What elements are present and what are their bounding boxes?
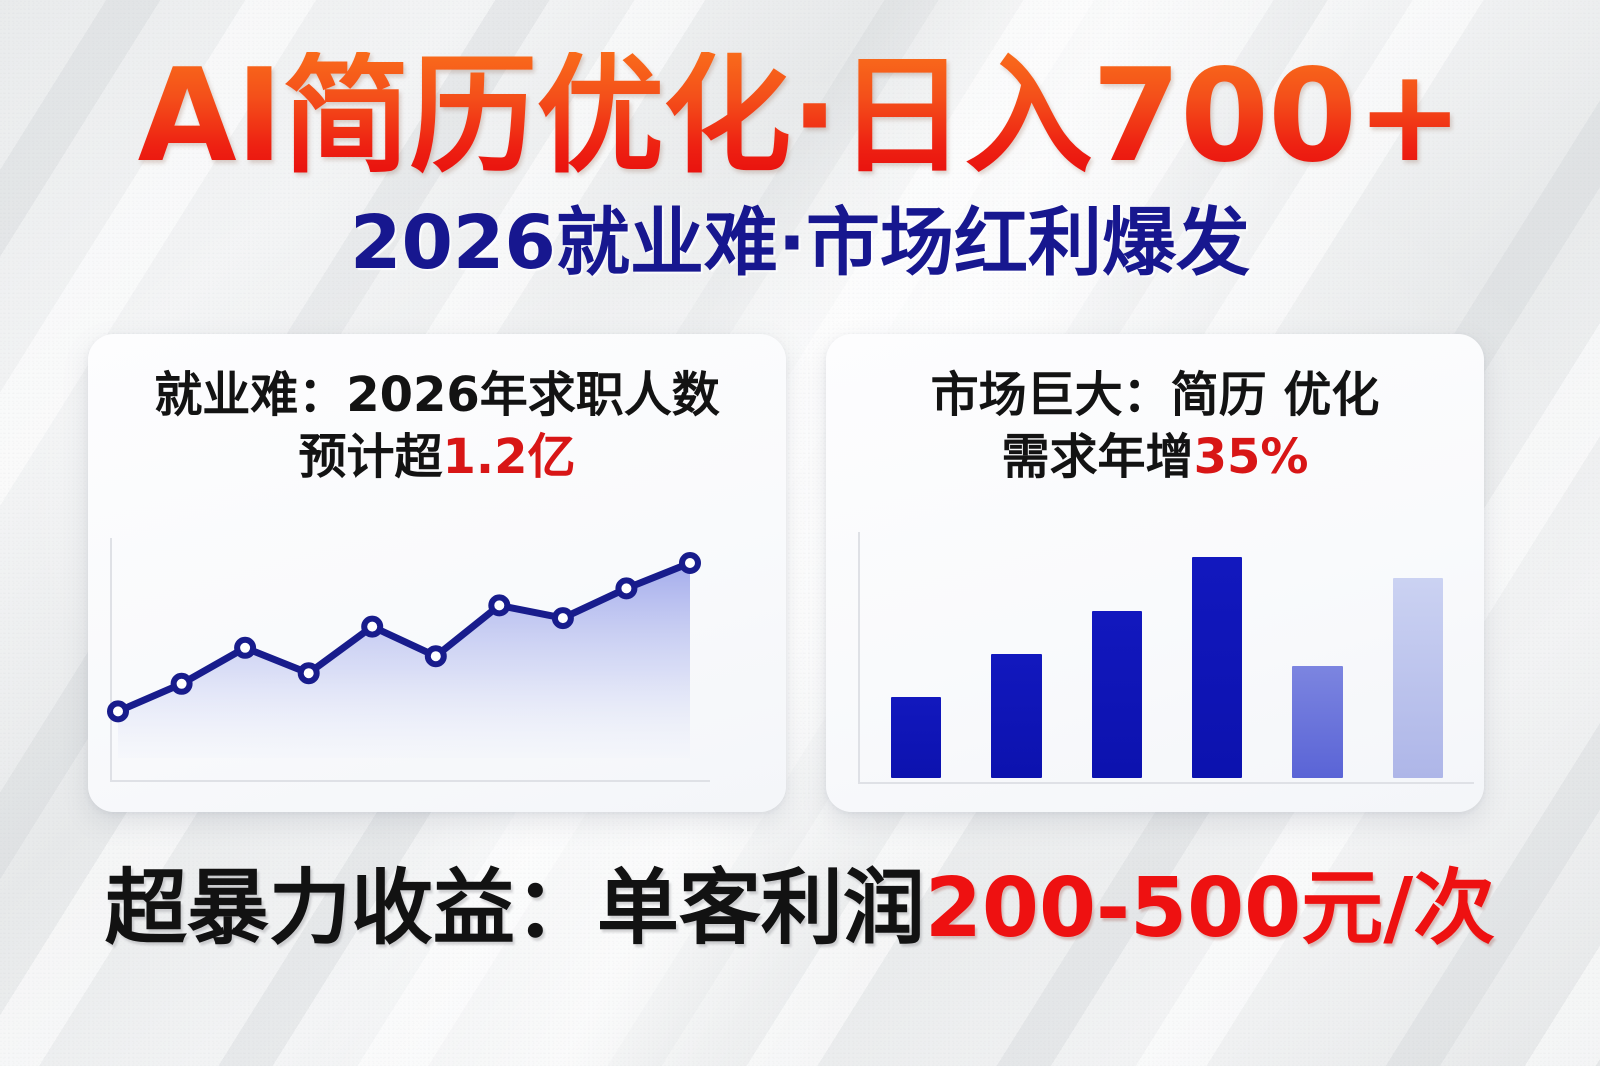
bar-chart-y-axis [858, 532, 860, 782]
line-chart [88, 530, 786, 792]
bar-chart [826, 530, 1484, 792]
bar-chart-bar [891, 697, 942, 778]
bar-chart-bar [1292, 666, 1343, 778]
headline-container: AI简历优化·日入700+ [0, 42, 1600, 191]
footer-text-red: 200-500元/次 [924, 861, 1496, 956]
card-right-title-highlight: 35% [1193, 429, 1309, 486]
bar-chart-bar [1392, 578, 1443, 778]
card-right-title: 市场巨大：简历 优化 需求年增35% [826, 364, 1484, 489]
line-chart-point [488, 594, 511, 617]
line-chart-point [615, 577, 638, 600]
bar-chart-bar [991, 654, 1042, 778]
card-left-title-line2: 预计超 [298, 429, 443, 486]
line-chart-point [424, 645, 447, 668]
subheadline-text: 2026就业难·市场红利爆发 [349, 200, 1251, 286]
line-chart-point [361, 615, 384, 638]
line-chart-x-axis [110, 780, 710, 782]
card-right-title-line1: 市场巨大：简历 优化 [930, 367, 1380, 423]
line-chart-point [297, 662, 320, 685]
card-market-size: 市场巨大：简历 优化 需求年增35% [826, 334, 1484, 812]
card-left-title-highlight: 1.2亿 [442, 429, 576, 486]
headline-text: AI简历优化·日入700+ [137, 42, 1464, 191]
bar-chart-bar [1091, 611, 1142, 778]
line-chart-point [679, 552, 701, 574]
line-chart-point [234, 636, 257, 659]
card-left-title-line1: 就业难：2026年求职人数 [154, 367, 720, 423]
line-chart-point [551, 607, 574, 630]
bar-chart-bar [1192, 556, 1243, 778]
line-chart-point [107, 700, 129, 723]
card-right-title-line2: 需求年增 [1001, 429, 1194, 486]
bar-chart-plot-area [866, 540, 1468, 778]
line-chart-point [170, 672, 193, 695]
bar-chart-x-axis [858, 782, 1474, 784]
line-chart-svg [107, 552, 701, 758]
subheadline-container: 2026就业难·市场红利爆发 [0, 200, 1600, 286]
footer-container: 超暴力收益：单客利润200-500元/次 [0, 865, 1600, 952]
footer-text: 超暴力收益：单客利润200-500元/次 [105, 865, 1495, 952]
footer-text-black: 超暴力收益：单客利润 [104, 861, 925, 956]
card-employment-difficulty: 就业难：2026年求职人数 预计超1.2亿 [88, 334, 786, 812]
card-left-title: 就业难：2026年求职人数 预计超1.2亿 [88, 364, 786, 489]
line-chart-y-axis [110, 538, 112, 780]
